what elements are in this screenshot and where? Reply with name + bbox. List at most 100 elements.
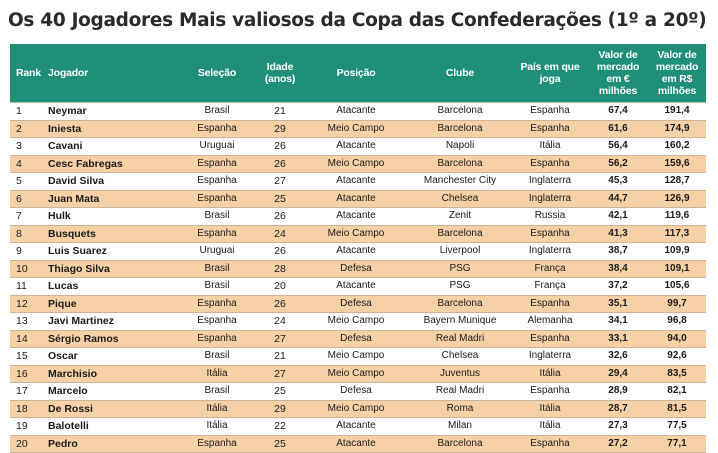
header-country: País em que joga — [512, 44, 588, 103]
cell-value-brl: 105,6 — [648, 277, 706, 295]
table-body: 1 Neymar Brasil 21 Atacante Barcelona Espanha 6… — [10, 102, 706, 453]
cell-team: Itália — [178, 364, 256, 383]
cell-club: Bayern Munique — [408, 312, 512, 330]
cell-club: Liverpool — [408, 242, 512, 260]
cell-player: David Silva — [42, 172, 178, 190]
cell-club: Real Madri — [408, 329, 512, 348]
cell-player: Pedro — [42, 434, 178, 453]
header-value-eur: Valor de mercado em € milhões — [588, 44, 648, 103]
cell-value-eur: 41,3 — [588, 224, 648, 243]
header-age: Idade (anos) — [256, 44, 304, 103]
cell-value-eur: 67,4 — [588, 102, 648, 120]
cell-position: Meio Campo — [304, 399, 408, 418]
cell-rank: 11 — [10, 277, 42, 295]
cell-player: Thiago Silva — [42, 259, 178, 278]
cell-team: Uruguai — [178, 242, 256, 260]
cell-club: Barcelona — [408, 119, 512, 138]
cell-club: Napoli — [408, 137, 512, 155]
cell-player: Oscar — [42, 347, 178, 365]
cell-country: Espanha — [512, 382, 588, 400]
cell-value-eur: 32,6 — [588, 347, 648, 365]
cell-rank: 19 — [10, 417, 42, 435]
cell-player: Balotelli — [42, 417, 178, 435]
header-value-brl: Valor de mercado em R$ milhões — [648, 44, 706, 103]
cell-age: 24 — [256, 224, 304, 243]
header-position: Posição — [304, 44, 408, 103]
cell-country: Itália — [512, 399, 588, 418]
table-row: 13 Javi Martinez Espanha 24 Meio Campo Bayern… — [10, 312, 706, 330]
cell-value-brl: 119,6 — [648, 207, 706, 225]
cell-team: Brasil — [178, 102, 256, 120]
cell-value-brl: 81,5 — [648, 399, 706, 418]
cell-value-brl: 92,6 — [648, 347, 706, 365]
table-row: 7 Hulk Brasil 26 Atacante Zenit Russia 42,1 119,… — [10, 207, 706, 225]
cell-position: Defesa — [304, 259, 408, 278]
table-row: 11 Lucas Brasil 20 Atacante PSG França 37,2 105,… — [10, 277, 706, 295]
header-club: Clube — [408, 44, 512, 103]
cell-country: Russia — [512, 207, 588, 225]
cell-value-eur: 33,1 — [588, 329, 648, 348]
cell-age: 29 — [256, 399, 304, 418]
cell-age: 24 — [256, 312, 304, 330]
cell-position: Atacante — [304, 172, 408, 190]
cell-value-brl: 77,1 — [648, 434, 706, 453]
table-row: 1 Neymar Brasil 21 Atacante Barcelona Espanha 6… — [10, 102, 706, 120]
table-row: 10 Thiago Silva Brasil 28 Defesa PSG França 38,… — [10, 259, 706, 278]
table-row: 5 David Silva Espanha 27 Atacante Manchester … — [10, 172, 706, 190]
cell-player: Javi Martinez — [42, 312, 178, 330]
cell-age: 26 — [256, 242, 304, 260]
cell-club: Manchester City — [408, 172, 512, 190]
cell-team: Espanha — [178, 329, 256, 348]
cell-value-brl: 159,6 — [648, 154, 706, 173]
cell-team: Brasil — [178, 277, 256, 295]
cell-player: Lucas — [42, 277, 178, 295]
cell-player: Cavani — [42, 137, 178, 155]
cell-age: 26 — [256, 207, 304, 225]
cell-value-eur: 35,1 — [588, 294, 648, 313]
cell-player: Marchisio — [42, 364, 178, 383]
cell-player: Cesc Fabregas — [42, 154, 178, 173]
cell-rank: 20 — [10, 434, 42, 453]
cell-team: Brasil — [178, 259, 256, 278]
cell-team: Itália — [178, 417, 256, 435]
cell-position: Meio Campo — [304, 224, 408, 243]
cell-club: Barcelona — [408, 224, 512, 243]
cell-player: Busquets — [42, 224, 178, 243]
cell-player: Marcelo — [42, 382, 178, 400]
table-row: 14 Sérgio Ramos Espanha 27 Defesa Real Madri E… — [10, 329, 706, 348]
cell-value-brl: 99,7 — [648, 294, 706, 313]
cell-value-eur: 45,3 — [588, 172, 648, 190]
cell-team: Brasil — [178, 382, 256, 400]
cell-player: Sérgio Ramos — [42, 329, 178, 348]
cell-value-brl: 77,5 — [648, 417, 706, 435]
cell-team: Brasil — [178, 347, 256, 365]
table-row: 20 Pedro Espanha 25 Atacante Barcelona Espanha… — [10, 434, 706, 453]
cell-player: Iniesta — [42, 119, 178, 138]
cell-age: 29 — [256, 119, 304, 138]
cell-value-eur: 28,7 — [588, 399, 648, 418]
table-row: 2 Iniesta Espanha 29 Meio Campo Barcelona Espa… — [10, 119, 706, 138]
cell-rank: 4 — [10, 154, 42, 173]
cell-value-eur: 56,4 — [588, 137, 648, 155]
cell-position: Atacante — [304, 242, 408, 260]
cell-age: 26 — [256, 137, 304, 155]
cell-team: Espanha — [178, 294, 256, 313]
cell-rank: 9 — [10, 242, 42, 260]
cell-rank: 14 — [10, 329, 42, 348]
cell-country: Itália — [512, 137, 588, 155]
cell-value-brl: 96,8 — [648, 312, 706, 330]
cell-value-eur: 37,2 — [588, 277, 648, 295]
cell-club: Chelsea — [408, 347, 512, 365]
cell-rank: 18 — [10, 399, 42, 418]
cell-country: Espanha — [512, 102, 588, 120]
cell-team: Uruguai — [178, 137, 256, 155]
cell-rank: 2 — [10, 119, 42, 138]
page-title: Os 40 Jogadores Mais valiosos da Copa da… — [8, 10, 707, 31]
cell-value-brl: 191,4 — [648, 102, 706, 120]
table-row: 19 Balotelli Itália 22 Atacante Milan Itália 27… — [10, 417, 706, 435]
cell-club: Roma — [408, 399, 512, 418]
cell-value-brl: 126,9 — [648, 189, 706, 208]
cell-rank: 13 — [10, 312, 42, 330]
cell-team: Espanha — [178, 154, 256, 173]
cell-club: Real Madri — [408, 382, 512, 400]
